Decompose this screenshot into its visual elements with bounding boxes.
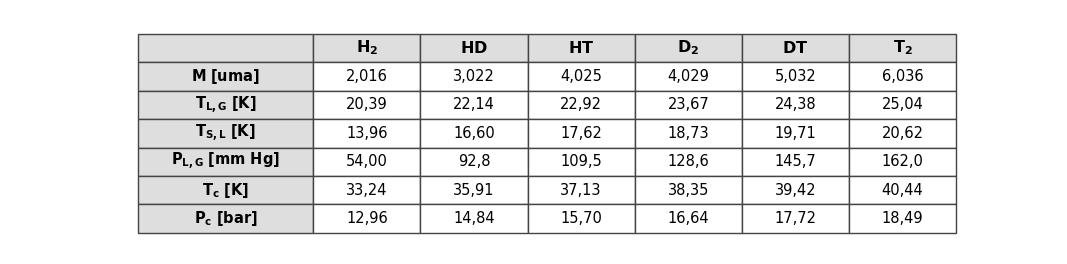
Bar [635, 62, 742, 91]
Text: 16,64: 16,64 [668, 211, 710, 226]
Bar [138, 119, 314, 148]
Text: 12,96: 12,96 [346, 211, 387, 226]
Bar [742, 91, 849, 119]
Bar [742, 148, 849, 176]
Bar [420, 176, 527, 204]
Bar [527, 62, 635, 91]
Text: 17,72: 17,72 [775, 211, 816, 226]
Text: $\mathbf{T_{L,G}\ [K]}$: $\mathbf{T_{L,G}\ [K]}$ [194, 94, 256, 116]
Bar [527, 148, 635, 176]
Text: $\mathbf{D_2}$: $\mathbf{D_2}$ [678, 39, 699, 57]
Bar [138, 176, 314, 204]
Bar [314, 62, 420, 91]
Bar [138, 34, 314, 62]
Bar [742, 62, 849, 91]
Bar [849, 119, 956, 148]
Text: 23,67: 23,67 [668, 97, 710, 112]
Text: 20,39: 20,39 [346, 97, 387, 112]
Bar [138, 148, 314, 176]
Bar [420, 148, 527, 176]
Text: 19,71: 19,71 [775, 126, 816, 141]
Bar [420, 204, 527, 233]
Text: 22,92: 22,92 [560, 97, 602, 112]
Text: 24,38: 24,38 [775, 97, 816, 112]
Bar [138, 62, 314, 91]
Text: 38,35: 38,35 [668, 183, 708, 198]
Text: 3,022: 3,022 [453, 69, 495, 84]
Bar [742, 119, 849, 148]
Text: 35,91: 35,91 [453, 183, 495, 198]
Text: 6,036: 6,036 [881, 69, 923, 84]
Text: $\mathbf{T_c\ [K]}$: $\mathbf{T_c\ [K]}$ [202, 181, 249, 200]
Bar [138, 204, 314, 233]
Text: 128,6: 128,6 [668, 154, 710, 169]
Text: $\mathbf{P_{L,G}\ [mm\ Hg]}$: $\mathbf{P_{L,G}\ [mm\ Hg]}$ [171, 151, 280, 172]
Text: 14,84: 14,84 [453, 211, 495, 226]
Text: $\mathbf{T_2}$: $\mathbf{T_2}$ [893, 39, 912, 57]
Text: $\mathbf{HD}$: $\mathbf{HD}$ [460, 40, 488, 56]
Text: 22,14: 22,14 [453, 97, 495, 112]
Text: $\mathbf{M\ [uma]}$: $\mathbf{M\ [uma]}$ [191, 67, 260, 86]
Text: 92,8: 92,8 [458, 154, 491, 169]
Text: 2,016: 2,016 [346, 69, 387, 84]
Bar [635, 91, 742, 119]
Bar [420, 62, 527, 91]
Bar [742, 204, 849, 233]
Bar [635, 119, 742, 148]
Bar [635, 148, 742, 176]
Text: 33,24: 33,24 [346, 183, 387, 198]
Bar [420, 91, 527, 119]
Text: $\mathbf{DT}$: $\mathbf{DT}$ [782, 40, 809, 56]
Bar [635, 34, 742, 62]
Text: 25,04: 25,04 [881, 97, 924, 112]
Text: 54,00: 54,00 [346, 154, 387, 169]
Text: 20,62: 20,62 [881, 126, 924, 141]
Bar [742, 176, 849, 204]
Text: 4,025: 4,025 [560, 69, 602, 84]
Bar [742, 34, 849, 62]
Text: 145,7: 145,7 [775, 154, 816, 169]
Bar [314, 91, 420, 119]
Bar [527, 91, 635, 119]
Text: 15,70: 15,70 [560, 211, 602, 226]
Text: 13,96: 13,96 [346, 126, 387, 141]
Bar [849, 91, 956, 119]
Bar [849, 148, 956, 176]
Text: 162,0: 162,0 [881, 154, 924, 169]
Text: 16,60: 16,60 [453, 126, 495, 141]
Bar [527, 34, 635, 62]
Bar [849, 176, 956, 204]
Bar [420, 34, 527, 62]
Text: 109,5: 109,5 [560, 154, 602, 169]
Bar [527, 119, 635, 148]
Text: 17,62: 17,62 [560, 126, 602, 141]
Bar [527, 204, 635, 233]
Text: 37,13: 37,13 [560, 183, 602, 198]
Text: 40,44: 40,44 [881, 183, 923, 198]
Bar [527, 176, 635, 204]
Bar [849, 62, 956, 91]
Bar [314, 119, 420, 148]
Bar [314, 148, 420, 176]
Text: 18,49: 18,49 [881, 211, 923, 226]
Text: $\mathbf{HT}$: $\mathbf{HT}$ [568, 40, 594, 56]
Text: 5,032: 5,032 [775, 69, 816, 84]
Bar [314, 176, 420, 204]
Bar [849, 204, 956, 233]
Bar [314, 204, 420, 233]
Bar [635, 204, 742, 233]
Text: $\mathbf{T_{S,L}\ [K]}$: $\mathbf{T_{S,L}\ [K]}$ [195, 123, 256, 144]
Text: $\mathbf{H_2}$: $\mathbf{H_2}$ [355, 39, 378, 57]
Text: $\mathbf{P_c\ [bar]}$: $\mathbf{P_c\ [bar]}$ [193, 209, 257, 228]
Bar [635, 176, 742, 204]
Bar [314, 34, 420, 62]
Text: 39,42: 39,42 [775, 183, 816, 198]
Text: 4,029: 4,029 [667, 69, 710, 84]
Bar [138, 91, 314, 119]
Bar [420, 119, 527, 148]
Text: 18,73: 18,73 [668, 126, 710, 141]
Bar [849, 34, 956, 62]
